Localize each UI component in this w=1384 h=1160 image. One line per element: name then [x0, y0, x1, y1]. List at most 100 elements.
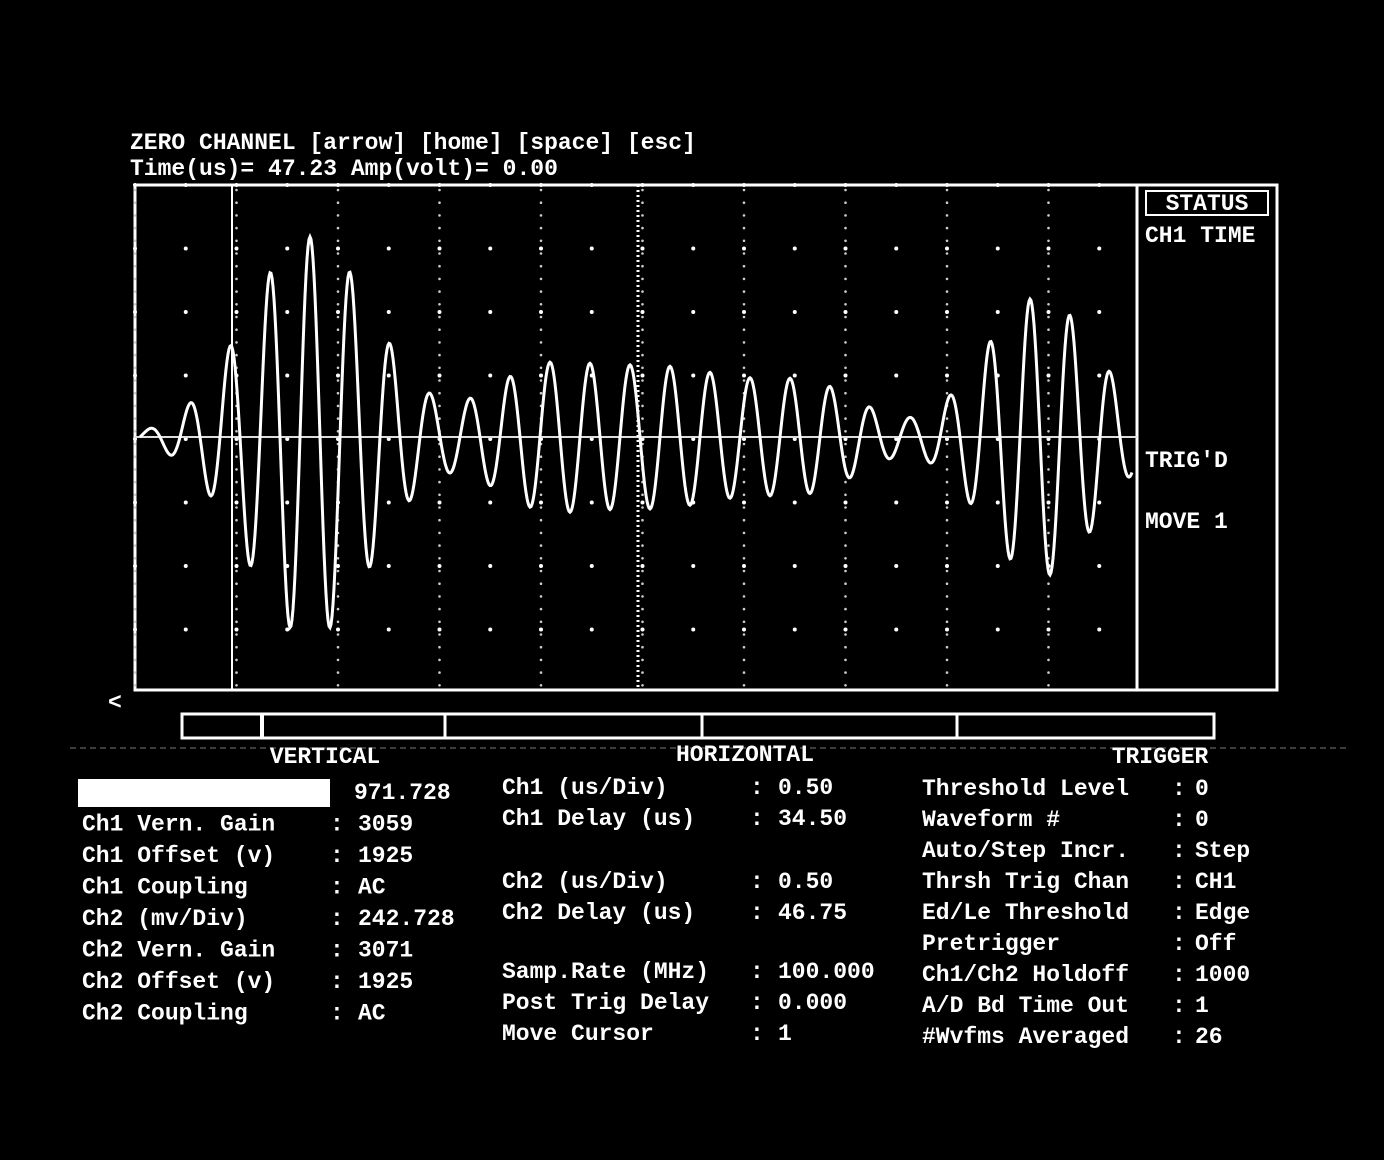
- status-title: STATUS: [1166, 191, 1249, 217]
- grid-dot: [438, 628, 442, 632]
- grid-dot: [337, 608, 340, 611]
- param-value: 1: [1195, 993, 1209, 1019]
- grid-dot: [1047, 628, 1051, 632]
- param-label[interactable]: #Wvfms Averaged: [922, 1024, 1129, 1050]
- grid-dot: [235, 316, 238, 319]
- grid-dot: [134, 684, 137, 687]
- param-label[interactable]: Post Trig Delay: [502, 990, 709, 1016]
- grid-dot: [844, 310, 848, 314]
- grid-dot: [946, 214, 949, 217]
- param-sep: :: [750, 900, 764, 926]
- param-label[interactable]: Ch1 Offset (v): [82, 843, 275, 869]
- grid-dot: [946, 544, 949, 547]
- grid-dot: [134, 189, 137, 192]
- grid-dot: [793, 564, 797, 568]
- section-title: VERTICAL: [270, 744, 380, 770]
- grid-dot: [1047, 392, 1050, 395]
- param-label[interactable]: Auto/Step Incr.: [922, 838, 1129, 864]
- grid-dot: [641, 379, 644, 382]
- grid-dot: [337, 621, 340, 624]
- grid-dot: [844, 367, 847, 370]
- grid-dot: [1047, 303, 1050, 306]
- param-label[interactable]: Ch2 (us/Div): [502, 869, 668, 895]
- param-label[interactable]: Ch2 Delay (us): [502, 900, 695, 926]
- grid-dot: [1047, 405, 1050, 408]
- grid-dot: [1047, 646, 1050, 649]
- param-label[interactable]: Samp.Rate (MHz): [502, 959, 709, 985]
- param-label[interactable]: Waveform #: [922, 807, 1060, 833]
- grid-dot: [540, 290, 543, 293]
- grid-dot: [438, 278, 441, 281]
- grid-dot: [946, 265, 949, 268]
- grid-dot: [235, 481, 238, 484]
- param-value: 1: [778, 1021, 792, 1047]
- grid-dot: [641, 405, 644, 408]
- grid-dot: [743, 659, 746, 662]
- param-label[interactable]: Move Cursor: [502, 1021, 654, 1047]
- grid-dot: [134, 557, 137, 560]
- grid-dot: [946, 417, 949, 420]
- param-label[interactable]: Ch2 Coupling: [82, 1001, 248, 1027]
- param-sep: :: [750, 806, 764, 832]
- param-label[interactable]: Ch1 Vern. Gain: [82, 812, 275, 838]
- grid-dot: [946, 532, 949, 535]
- grid-dot: [641, 214, 644, 217]
- grid-dot: [438, 316, 441, 319]
- param-label[interactable]: Thrsh Trig Chan: [922, 869, 1129, 895]
- param-label[interactable]: Ch2 (mv/Div): [82, 906, 248, 932]
- grid-dot: [946, 570, 949, 573]
- grid-dot: [946, 621, 949, 624]
- grid-dot: [743, 252, 746, 255]
- grid-dot: [641, 316, 644, 319]
- grid-dot: [1047, 684, 1050, 687]
- grid-dot: [894, 310, 898, 314]
- grid-dot: [844, 201, 847, 204]
- param-label[interactable]: Ch1/Ch2 Holdoff: [922, 962, 1129, 988]
- param-label[interactable]: Ed/Le Threshold: [922, 900, 1129, 926]
- grid-dot: [1047, 595, 1050, 598]
- grid-dot: [539, 374, 543, 378]
- grid-dot: [134, 646, 137, 649]
- param-label[interactable]: Ch2 Vern. Gain: [82, 938, 275, 964]
- scroll-marker[interactable]: <: [108, 690, 122, 716]
- grid-dot: [540, 659, 543, 662]
- grid-dot: [743, 379, 746, 382]
- grid-dot: [641, 201, 644, 204]
- grid-dot: [336, 183, 340, 187]
- grid-dot: [946, 659, 949, 662]
- param-value: Edge: [1195, 900, 1250, 926]
- param-value: 3059: [358, 812, 413, 838]
- grid-dot: [1047, 247, 1051, 251]
- grid-dot: [337, 582, 340, 585]
- grid-dot: [438, 532, 441, 535]
- grid-dot: [743, 633, 746, 636]
- param-label[interactable]: Ch1 (mv/Div): [82, 780, 248, 806]
- param-label[interactable]: Ch2 Offset (v): [82, 969, 275, 995]
- grid-dot: [285, 247, 289, 251]
- grid-dot: [894, 564, 898, 568]
- param-label[interactable]: Pretrigger: [922, 931, 1060, 957]
- grid-dot: [844, 183, 848, 187]
- param-label[interactable]: Threshold Level: [922, 776, 1129, 802]
- grid-dot: [742, 628, 746, 632]
- grid-dot: [946, 290, 949, 293]
- grid-dot: [337, 671, 340, 674]
- grid-dot: [590, 183, 594, 187]
- grid-dot: [996, 564, 1000, 568]
- grid-dot: [387, 374, 391, 378]
- param-label[interactable]: Ch1 Coupling: [82, 875, 248, 901]
- grid-dot: [540, 240, 543, 243]
- grid-dot: [134, 392, 137, 395]
- grid-dot: [743, 646, 746, 649]
- grid-dot: [590, 501, 594, 505]
- grid-dot: [641, 633, 644, 636]
- grid-dot: [641, 227, 644, 230]
- grid-dot: [641, 252, 644, 255]
- grid-dot: [844, 570, 847, 573]
- param-label[interactable]: A/D Bd Time Out: [922, 993, 1129, 1019]
- grid-dot: [438, 374, 442, 378]
- grid-dot: [134, 455, 137, 458]
- grid-dot: [235, 240, 238, 243]
- param-label[interactable]: Ch1 (us/Div): [502, 775, 668, 801]
- param-label[interactable]: Ch1 Delay (us): [502, 806, 695, 832]
